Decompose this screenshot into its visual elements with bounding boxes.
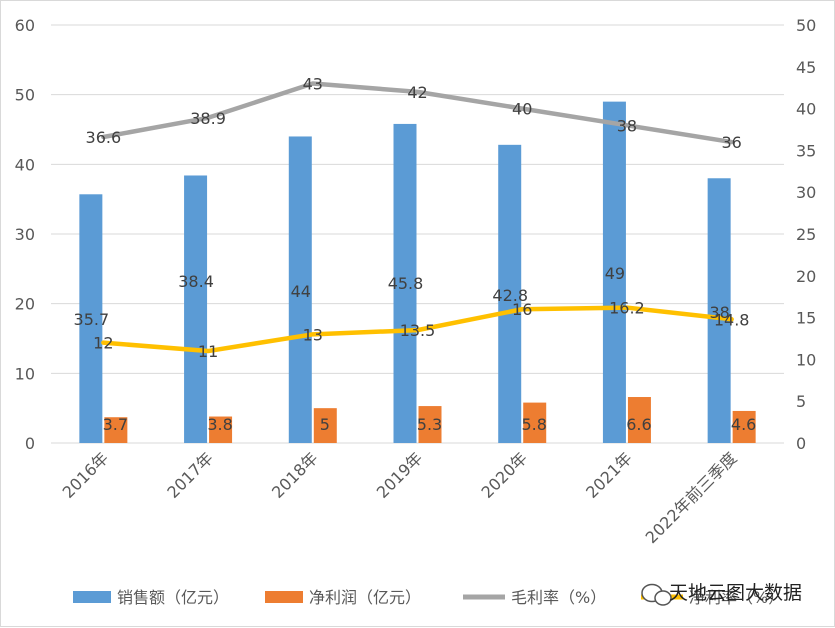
legend-label-3: 净利率（%） <box>689 588 784 607</box>
data-label-sales: 42.8 <box>492 286 528 305</box>
y-left-tick-label: 10 <box>15 364 35 383</box>
bar-sales <box>707 178 731 443</box>
bar-sales <box>498 144 522 443</box>
x-tick-label: 2017年 <box>163 448 217 502</box>
data-label-net-margin: 11 <box>198 342 218 361</box>
data-label-gross-margin: 38.9 <box>190 109 226 128</box>
x-tick-label: 2020年 <box>477 448 531 502</box>
y-right-tick-label: 30 <box>796 183 816 202</box>
x-tick-label: 2021年 <box>582 448 636 502</box>
bar-net-profit <box>104 417 128 443</box>
legend-swatch-1 <box>265 591 303 603</box>
x-tick-label: 2016年 <box>59 448 113 502</box>
data-label-gross-margin: 40 <box>512 100 532 119</box>
x-tick-label: 2018年 <box>268 448 322 502</box>
y-right-tick-label: 35 <box>796 141 816 160</box>
data-label-net-profit: 5.8 <box>521 415 546 434</box>
legend-label-2: 毛利率（%） <box>511 588 606 607</box>
data-label-net-margin: 16.2 <box>609 299 645 318</box>
legend-label-0: 销售额（亿元） <box>117 588 229 607</box>
x-tick-label: 2019年 <box>373 448 427 502</box>
bar-net-profit <box>627 397 651 443</box>
data-label-gross-margin: 36.6 <box>86 128 122 147</box>
data-label-sales: 49 <box>605 264 625 283</box>
data-label-net-margin: 13 <box>303 325 323 344</box>
data-label-gross-margin: 36 <box>721 133 741 152</box>
bar-sales <box>79 194 103 443</box>
legend-swatch-0 <box>73 591 111 603</box>
data-label-gross-margin: 43 <box>303 75 323 94</box>
data-label-sales: 45.8 <box>388 274 424 293</box>
data-label-net-profit: 6.6 <box>626 415 651 434</box>
watermark-text: 天地云图大数据 <box>669 582 802 604</box>
y-right-tick-label: 0 <box>796 434 806 453</box>
data-label-net-profit: 3.8 <box>207 415 232 434</box>
data-label-net-profit: 3.7 <box>103 415 128 434</box>
y-right-tick-label: 40 <box>796 100 816 119</box>
wechat-icon-small <box>654 590 672 606</box>
bar-sales <box>288 136 312 443</box>
data-label-sales: 38.4 <box>178 272 214 291</box>
bar-sales <box>602 101 626 443</box>
bar-sales <box>393 123 417 443</box>
data-label-net-margin: 14.8 <box>714 310 750 329</box>
y-left-tick-label: 0 <box>25 434 35 453</box>
y-right-tick-label: 50 <box>796 16 816 35</box>
bar-net-profit <box>313 408 337 443</box>
x-tick-label: 2022年前三季度 <box>642 448 741 547</box>
data-label-net-margin: 16 <box>512 300 532 319</box>
y-right-tick-label: 15 <box>796 309 816 328</box>
legend-label-1: 净利润（亿元） <box>309 588 421 607</box>
line-gross-margin <box>101 81 734 145</box>
y-right-tick-label: 20 <box>796 267 816 286</box>
y-left-tick-label: 20 <box>15 295 35 314</box>
data-label-net-profit: 5.3 <box>417 415 442 434</box>
data-label-gross-margin: 38 <box>617 116 637 135</box>
data-label-net-margin: 13.5 <box>400 321 436 340</box>
bar-net-profit <box>418 406 442 443</box>
bar-net-profit <box>732 410 756 443</box>
data-label-net-profit: 4.6 <box>731 415 756 434</box>
bar-sales <box>184 175 208 444</box>
data-label-net-margin: 12 <box>93 334 113 353</box>
data-label-gross-margin: 42 <box>407 83 427 102</box>
data-label-sales: 38 <box>709 303 729 322</box>
y-right-tick-label: 5 <box>796 392 806 411</box>
data-label-sales: 35.7 <box>74 310 110 329</box>
y-left-tick-label: 50 <box>15 86 35 105</box>
line-net-margin <box>101 305 734 354</box>
data-label-net-profit: 5 <box>320 415 330 434</box>
y-right-tick-label: 10 <box>796 350 816 369</box>
data-label-sales: 44 <box>291 282 311 301</box>
bar-net-profit <box>209 416 233 443</box>
y-left-tick-label: 30 <box>15 225 35 244</box>
y-left-tick-label: 40 <box>15 155 35 174</box>
y-right-tick-label: 45 <box>796 58 816 77</box>
bar-net-profit <box>523 402 547 443</box>
y-left-tick-label: 60 <box>15 16 35 35</box>
y-right-tick-label: 25 <box>796 225 816 244</box>
